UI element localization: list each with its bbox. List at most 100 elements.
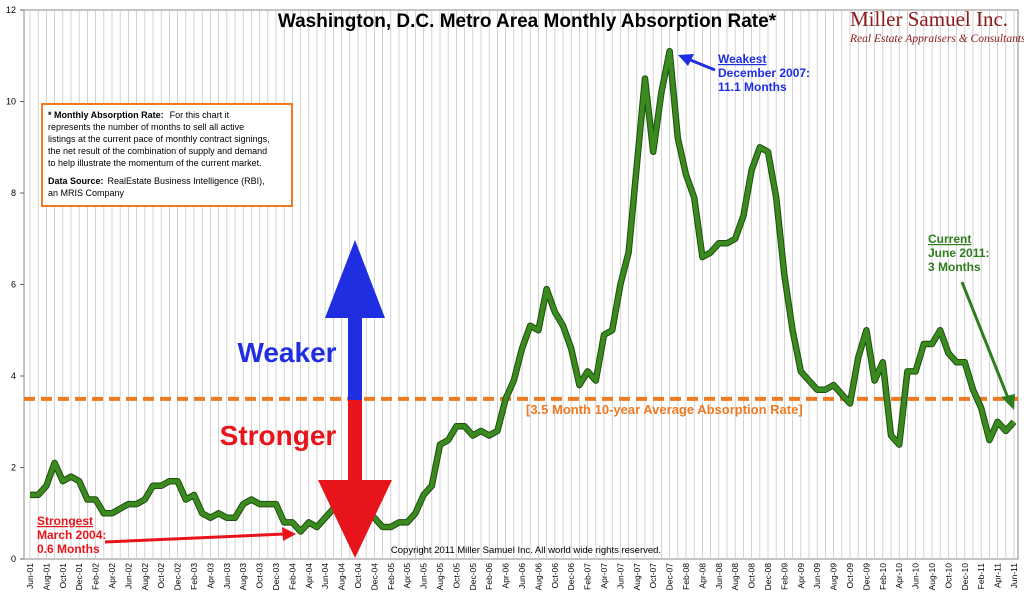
x-tick-label: Oct-01 [58, 563, 68, 589]
x-tick-label: Feb-04 [287, 563, 297, 590]
x-tick-label: Jun-04 [320, 563, 330, 589]
source-heading: Data Source: [48, 176, 104, 186]
x-tick-label: Feb-03 [189, 563, 199, 590]
weaker-label: Weaker [237, 337, 336, 368]
source-rest: RealEstate Business Intelligence (RBI), [108, 176, 265, 186]
current-annotation: June 2011: [928, 246, 989, 260]
x-tick-label: Jun-09 [812, 563, 822, 589]
x-tick-label: Feb-05 [386, 563, 396, 590]
x-tick-label: Oct-07 [648, 563, 658, 589]
x-tick-label: Apr-02 [107, 563, 117, 589]
x-tick-label: Aug-04 [337, 563, 347, 591]
weakest-annotation: Weakest [718, 52, 766, 66]
x-tick-label: Jun-07 [615, 563, 625, 589]
x-tick-label: Dec-09 [861, 563, 871, 591]
x-tick-label: Dec-05 [468, 563, 478, 591]
x-tick-label: Aug-05 [435, 563, 445, 591]
x-tick-label: Oct-08 [747, 563, 757, 589]
weakest-annotation: 11.1 Months [718, 80, 787, 94]
y-tick-label: 2 [11, 463, 16, 473]
note-line: the net result of the combination of sup… [48, 146, 267, 156]
x-tick-label: Oct-02 [156, 563, 166, 589]
x-tick-label: Oct-06 [550, 563, 560, 589]
x-tick-label: Dec-06 [566, 563, 576, 591]
x-tick-label: Apr-10 [894, 563, 904, 589]
x-tick-label: Aug-06 [533, 563, 543, 591]
note-heading-line: * Monthly Absorption Rate: For this chart… [48, 110, 230, 120]
x-tick-label: Oct-03 [255, 563, 265, 589]
x-tick-label: Jun-11 [1009, 563, 1019, 589]
note-line: listings at the current pace of monthly … [48, 134, 270, 144]
x-tick-label: Oct-09 [845, 563, 855, 589]
x-tick-label: Dec-10 [960, 563, 970, 591]
x-tick-label: Feb-08 [681, 563, 691, 590]
note-line: to help illustrate the momentum of the c… [48, 158, 262, 168]
x-tick-label: Feb-10 [878, 563, 888, 590]
strongest-pointer-head [282, 527, 296, 541]
current-annotation: Current [928, 232, 971, 246]
weakest-annotation: December 2007: [718, 66, 810, 80]
x-tick-label: Jun-03 [222, 563, 232, 589]
x-tick-label: Jun-10 [911, 563, 921, 589]
stronger-label: Stronger [220, 420, 337, 451]
data-line [30, 48, 1016, 534]
x-tick-label: Jun-08 [714, 563, 724, 589]
x-tick-label: Dec-08 [763, 563, 773, 591]
x-tick-label: Aug-08 [730, 563, 740, 591]
logo-name: Miller Samuel Inc. [850, 7, 1008, 31]
x-tick-label: Apr-09 [796, 563, 806, 589]
copyright: Copyright 2011 Miller Samuel Inc. All wo… [391, 545, 661, 556]
x-tick-label: Jun-05 [419, 563, 429, 589]
x-tick-label: Feb-06 [484, 563, 494, 590]
x-tick-label: Dec-01 [74, 563, 84, 591]
x-tick-label: Aug-02 [140, 563, 150, 591]
current-pointer-head [1001, 394, 1015, 410]
strongest-annotation: Strongest [37, 514, 93, 528]
current-annotation: 3 Months [928, 260, 981, 274]
y-tick-label: 0 [11, 554, 16, 564]
x-tick-label: Oct-05 [451, 563, 461, 589]
x-tick-label: Apr-06 [501, 563, 511, 589]
y-tick-label: 4 [11, 371, 16, 381]
x-tick-label: Dec-07 [665, 563, 675, 591]
x-tick-label: Jun-01 [25, 563, 35, 589]
strongest-pointer [104, 532, 286, 544]
x-tick-label: Feb-09 [779, 563, 789, 590]
down-arrow-head [318, 480, 392, 558]
current-pointer [960, 281, 1010, 399]
x-tick-label: Apr-04 [304, 563, 314, 589]
down-arrow-shaft [348, 400, 362, 482]
x-tick-label: Oct-04 [353, 563, 363, 589]
x-tick-label: Jun-02 [123, 563, 133, 589]
x-tick-label: Jun-06 [517, 563, 527, 589]
chart-title: Washington, D.C. Metro Area Monthly Abso… [278, 11, 777, 32]
up-arrow-shaft [348, 310, 362, 400]
strongest-annotation: March 2004: [37, 528, 106, 542]
source-line: Data Source: RealEstate Business Intellig… [48, 176, 265, 186]
y-tick-label: 12 [6, 5, 16, 15]
x-tick-label: Dec-02 [173, 563, 183, 591]
x-tick-label: Aug-10 [927, 563, 937, 591]
strongest-annotation: 0.6 Months [37, 542, 100, 556]
x-tick-label: Dec-04 [369, 563, 379, 591]
note-box [41, 103, 293, 207]
note-heading: * Monthly Absorption Rate: [48, 110, 164, 120]
x-tick-label: Apr-07 [599, 563, 609, 589]
x-tick-label: Feb-02 [91, 563, 101, 590]
x-tick-label: Oct-10 [943, 563, 953, 589]
logo-tagline: Real Estate Appraisers & Consultants [849, 33, 1024, 45]
x-tick-label: Aug-03 [238, 563, 248, 591]
note-line: represents the number of months to sell … [48, 122, 244, 132]
y-tick-label: 6 [11, 280, 16, 290]
source-line: an MRIS Company [48, 188, 125, 198]
x-tick-label: Aug-07 [632, 563, 642, 591]
y-tick-label: 8 [11, 188, 16, 198]
x-tick-label: Feb-11 [976, 563, 986, 590]
y-tick-label: 10 [6, 97, 16, 107]
x-tick-label: Aug-01 [41, 563, 51, 591]
up-arrow-head [325, 240, 385, 318]
average-label: [3.5 Month 10-year Average Absorption Ra… [526, 402, 803, 417]
weakest-pointer-head [678, 54, 694, 66]
x-tick-label: Feb-07 [583, 563, 593, 590]
